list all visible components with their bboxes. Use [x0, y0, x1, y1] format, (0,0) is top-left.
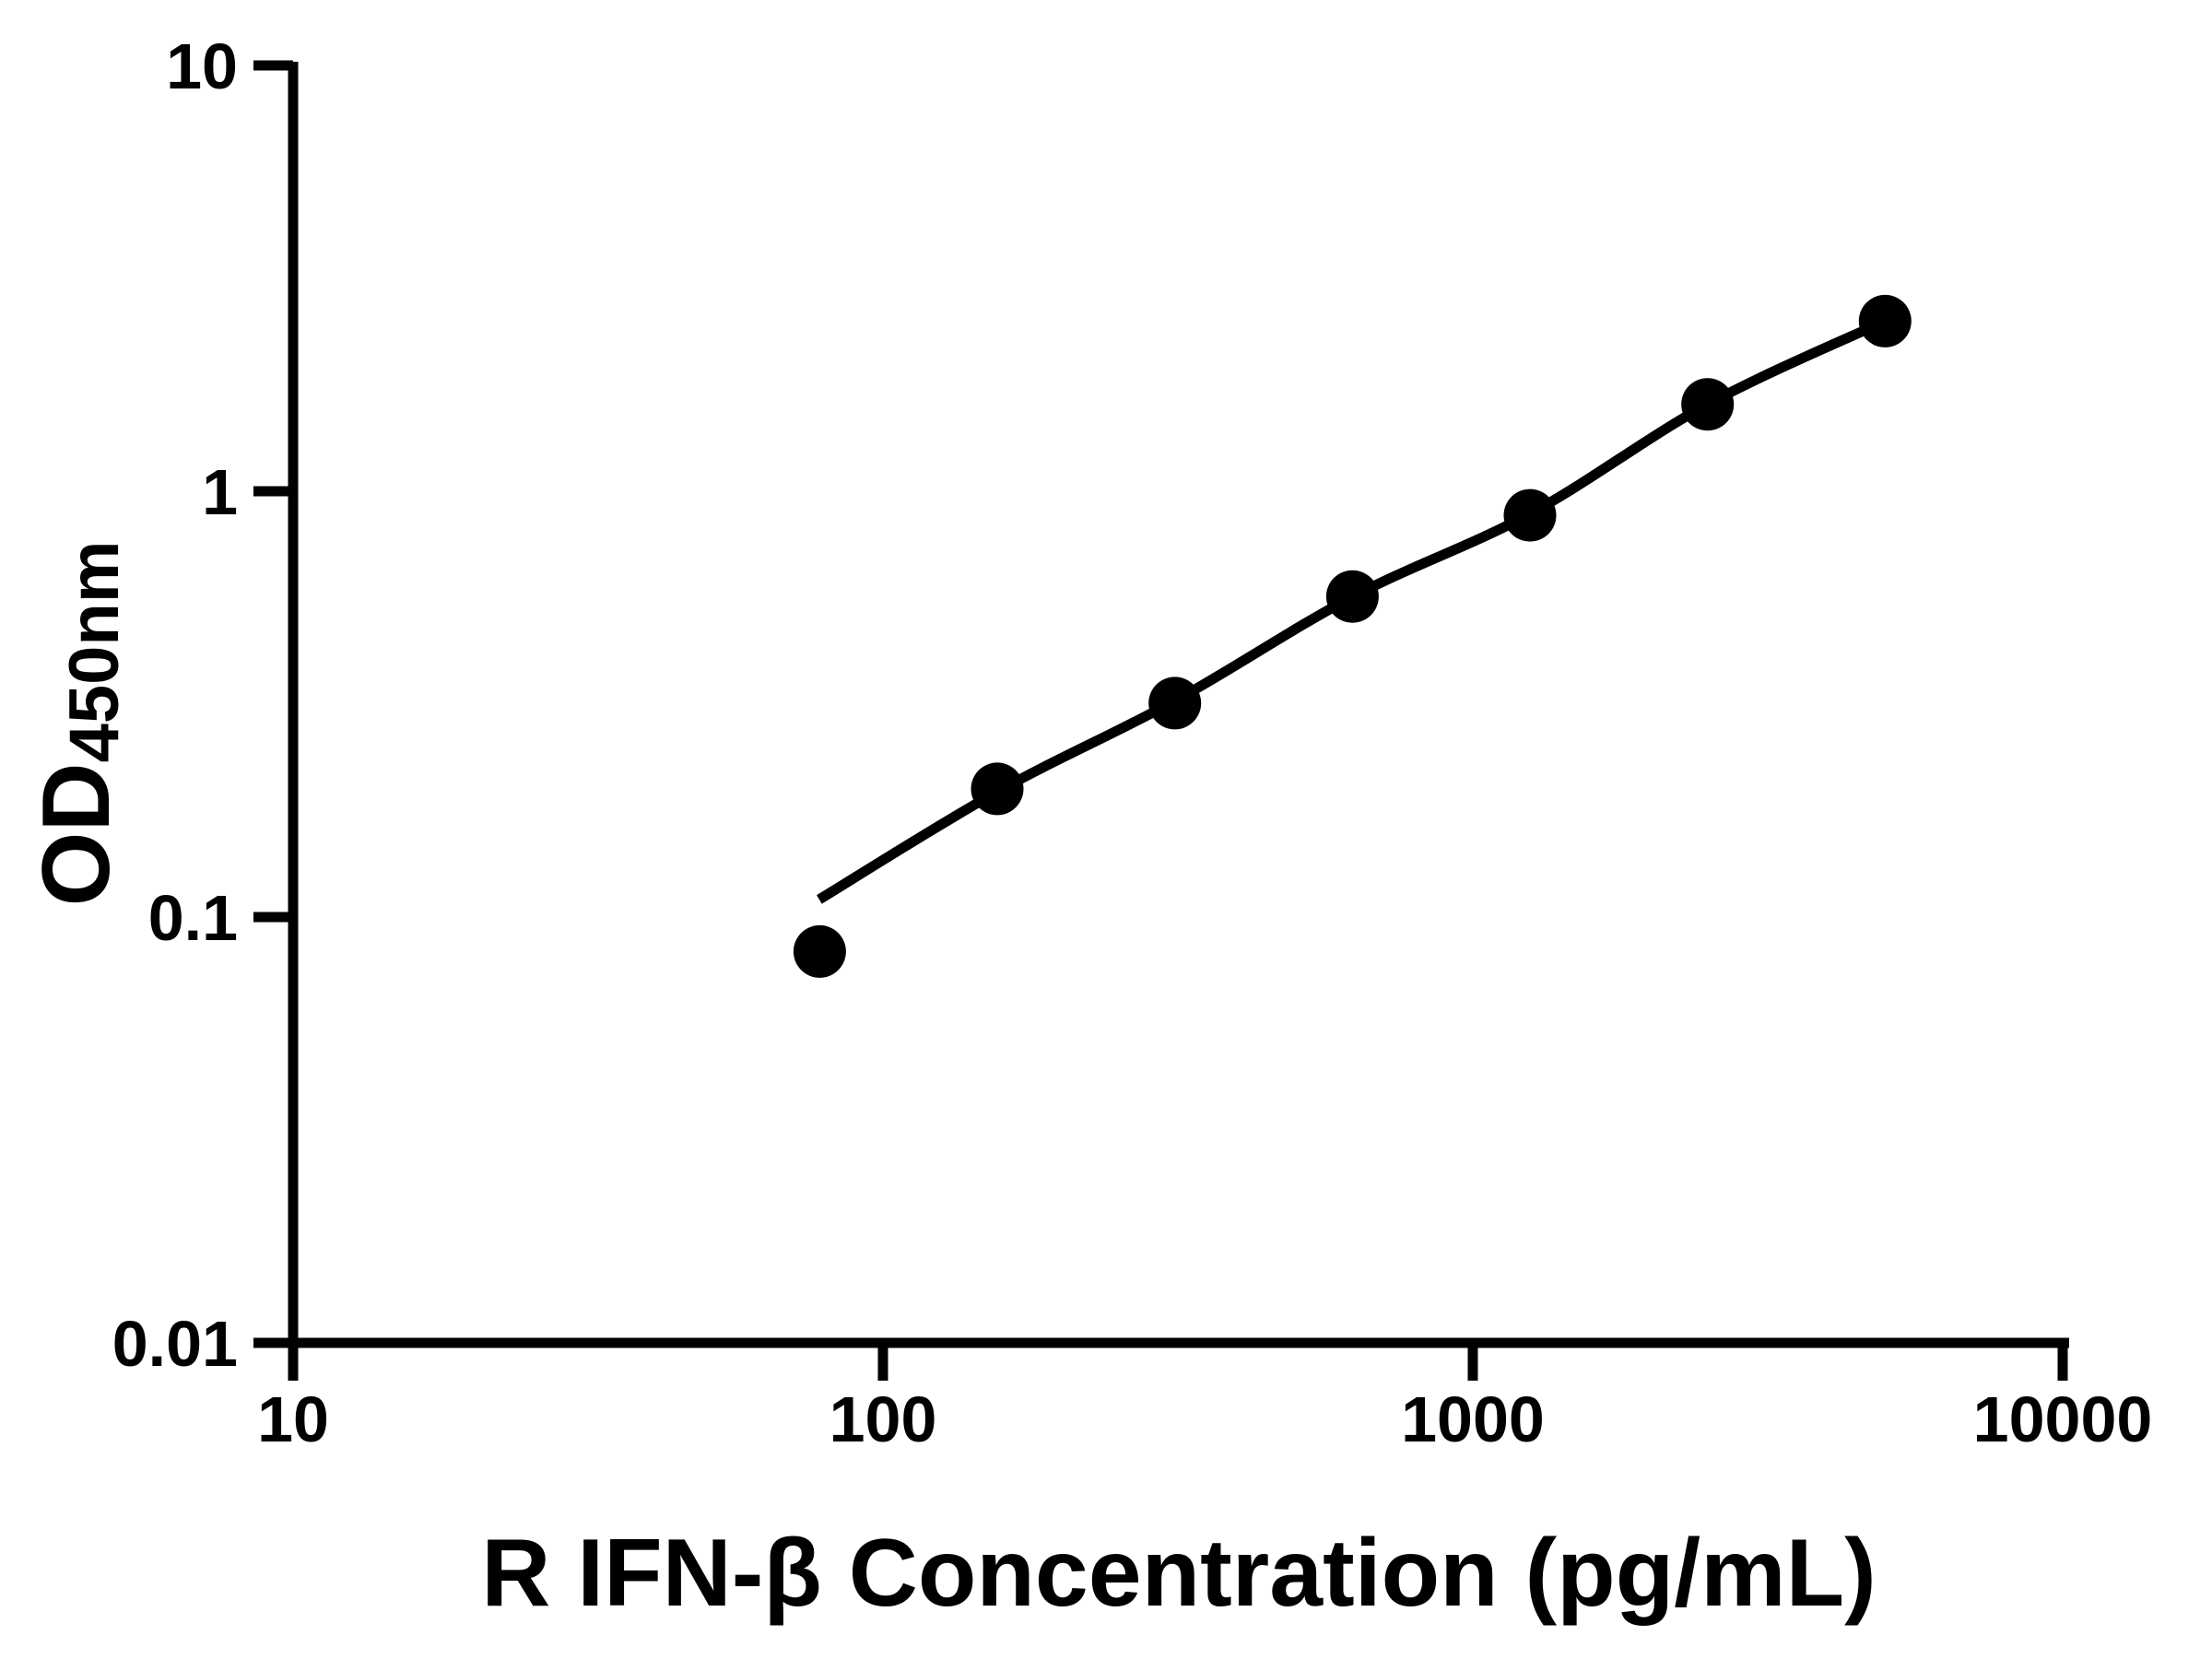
data-points: [793, 294, 1912, 978]
data-point: [1325, 570, 1379, 623]
y-tick-label: 10: [166, 30, 238, 102]
x-axis-tick-labels: 10 100 1000 10000: [257, 1383, 2152, 1455]
data-point: [1681, 378, 1735, 431]
x-axis-ticks: [288, 1343, 2068, 1381]
data-point: [793, 924, 846, 978]
x-tick-label: 100: [830, 1383, 937, 1455]
data-point: [1858, 294, 1912, 347]
x-axis-title: R IFN-β Concentration (pg/mL): [481, 1520, 1877, 1627]
data-point: [971, 762, 1024, 816]
y-axis-ticks: [253, 60, 293, 1348]
x-tick-label: 10: [257, 1383, 329, 1455]
y-axis-title-main: OD: [23, 762, 130, 906]
y-tick-label: 0.1: [148, 882, 238, 954]
x-tick-label: 10000: [1973, 1383, 2153, 1455]
y-axis-tick-labels: 10 1 0.1 0.01: [112, 30, 238, 1380]
y-axis-title-subscript: 450nm: [55, 541, 134, 763]
y-tick-label: 1: [202, 456, 238, 528]
axes: [253, 62, 2069, 1381]
data-point: [1503, 488, 1557, 542]
y-tick-label: 0.01: [112, 1308, 238, 1380]
y-axis-title: OD450nm: [23, 541, 134, 907]
data-point: [1148, 677, 1202, 730]
x-tick-label: 1000: [1401, 1383, 1545, 1455]
